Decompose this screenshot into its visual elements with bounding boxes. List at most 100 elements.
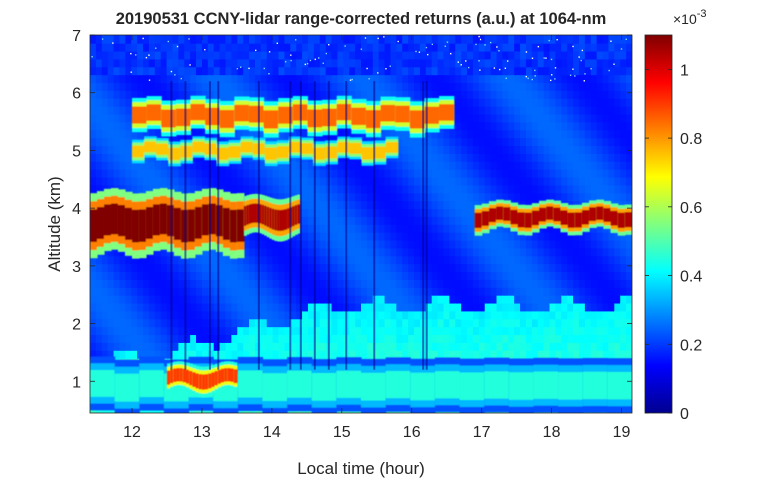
profile-column [384, 35, 392, 413]
heatmap-cell [596, 168, 604, 178]
profile-column [414, 35, 421, 413]
heatmap-cell [496, 105, 504, 115]
heatmap-cell [95, 176, 103, 186]
heatmap-cell [319, 66, 327, 76]
heatmap-cell [307, 42, 315, 52]
heatmap-cell [443, 271, 451, 280]
heatmap-cell [437, 42, 445, 52]
heatmap-cell [567, 239, 574, 249]
heatmap-cell [414, 216, 421, 225]
heatmap-cell [390, 302, 398, 312]
heatmap-cell [307, 90, 315, 99]
profile-column [390, 35, 398, 413]
heatmap-cell [225, 90, 233, 99]
heatmap-cell [461, 145, 468, 154]
heatmap-cell [584, 184, 592, 194]
heatmap-cell [378, 50, 386, 60]
heatmap-cell [614, 342, 622, 351]
heatmap-cell [449, 318, 457, 328]
heatmap-cell [467, 294, 474, 304]
heatmap-cell [390, 35, 398, 44]
heatmap-cell [343, 35, 351, 44]
heatmap-cell [461, 200, 468, 210]
heatmap-cell [567, 105, 574, 115]
heatmap-cell [596, 334, 604, 343]
heatmap-cell [272, 192, 280, 202]
heatmap-cell [484, 263, 492, 273]
heatmap-cell [408, 168, 415, 178]
heatmap-cell [620, 168, 627, 178]
heatmap-cell [131, 58, 138, 68]
heatmap-cell [508, 294, 515, 304]
heatmap-cell [290, 350, 297, 359]
heatmap-cell [496, 145, 504, 154]
heatmap-cell [101, 350, 109, 359]
heatmap-cell [549, 326, 557, 336]
heatmap-cell [443, 74, 451, 84]
heatmap-cell [402, 224, 409, 233]
heatmap-cell [237, 263, 244, 273]
heatmap-cell [620, 287, 627, 296]
heatmap-cell [190, 342, 197, 351]
heatmap-cell [578, 263, 586, 273]
heatmap-cell [543, 310, 551, 320]
heatmap-cell [584, 50, 592, 60]
heatmap-cell [260, 326, 268, 336]
heatmap-cell [437, 271, 445, 280]
heatmap-cell [266, 58, 274, 68]
heatmap-cell [596, 129, 604, 139]
heatmap-cell [125, 66, 133, 76]
heatmap-cell [119, 176, 127, 186]
heatmap-cell [502, 184, 510, 194]
heatmap-cell [337, 82, 345, 91]
heatmap-cell [378, 318, 386, 328]
heatmap-cell [561, 326, 568, 336]
heatmap-cell [119, 145, 127, 154]
heatmap-cell [184, 161, 191, 170]
heatmap-cell [431, 153, 439, 162]
heatmap-cell [319, 224, 327, 233]
heatmap-cell [584, 255, 592, 265]
heatmap-cell [578, 184, 586, 194]
heatmap-cell [561, 137, 568, 147]
heatmap-cell [472, 113, 480, 123]
heatmap-cell [319, 279, 327, 288]
heatmap-cell [543, 271, 551, 280]
heatmap-cell [520, 145, 527, 154]
heatmap-cell [567, 342, 574, 351]
heatmap-cell [378, 255, 386, 265]
heatmap-cell [573, 247, 580, 257]
heatmap-cell [284, 192, 292, 202]
heatmap-cell [355, 342, 362, 351]
heatmap-cell [431, 58, 439, 68]
heatmap-cell [608, 326, 616, 336]
heatmap-cell [190, 279, 197, 288]
heatmap-cell [461, 302, 468, 312]
heatmap-cell [207, 35, 215, 44]
heatmap-cell [567, 334, 574, 343]
heatmap-cell [584, 271, 592, 280]
heatmap-cell [596, 66, 604, 76]
heatmap-cell [567, 231, 574, 241]
heatmap-cell [567, 279, 574, 288]
heatmap-cell [455, 184, 462, 194]
feature-band [574, 212, 583, 228]
heatmap-cell [596, 98, 604, 107]
heatmap-cell [555, 66, 563, 76]
heatmap-cell [160, 310, 168, 320]
heatmap-cell [584, 318, 592, 328]
heatmap-cell [361, 239, 368, 249]
heatmap-cell [284, 342, 292, 351]
heatmap-cell [543, 239, 551, 249]
heatmap-cell [219, 302, 227, 312]
heatmap-cell [249, 294, 256, 304]
heatmap-cell [455, 90, 462, 99]
heatmap-cell [455, 216, 462, 225]
heatmap-cell [431, 137, 439, 147]
heatmap-cell [525, 294, 533, 304]
heatmap-cell [614, 247, 622, 257]
heatmap-cell [496, 310, 504, 320]
heatmap-cell [249, 318, 256, 328]
heatmap-cell [602, 82, 610, 91]
heatmap-cell [549, 90, 557, 99]
